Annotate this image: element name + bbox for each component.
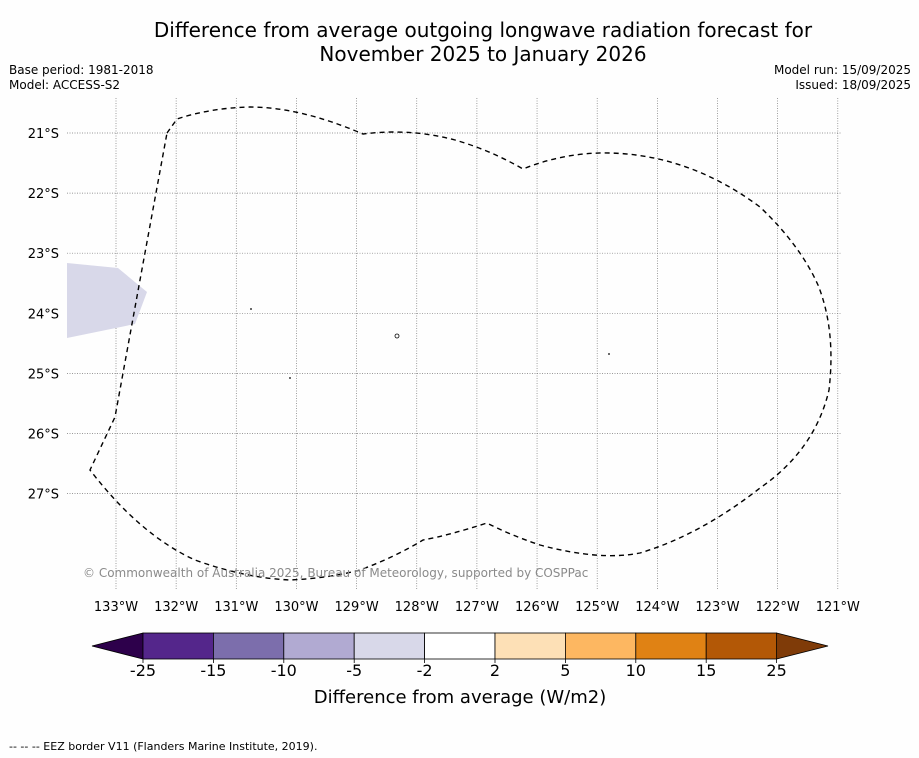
colorbar-tick-label: -15 [200, 661, 226, 680]
longitude-label: 131°W [214, 600, 258, 615]
island-marker [250, 308, 252, 310]
map-title: Difference from average outgoing longwav… [0, 18, 919, 66]
longitude-labels: 133°W 132°W 131°W 130°W 129°W 128°W 127°W 126°W… [94, 600, 860, 615]
colorbar-bin [635, 632, 707, 660]
island-marker [289, 377, 291, 379]
latitude-label: 24°S [28, 307, 59, 322]
longitude-label: 126°W [515, 600, 559, 615]
colorbar-tick-label: -5 [346, 661, 362, 680]
longitude-label: 133°W [94, 600, 138, 615]
colorbar-bin [283, 632, 355, 660]
graticule [67, 98, 842, 590]
latitude-label: 25°S [28, 367, 59, 382]
latitude-label: 23°S [28, 247, 59, 262]
model-run-label: Model run: 15/09/2025 [773, 63, 911, 77]
latitude-label: 27°S [28, 488, 59, 503]
latitude-label: 22°S [28, 187, 59, 202]
colorbar-bin [494, 632, 566, 660]
colorbar-under-arrow [91, 632, 144, 660]
meta-right: Model run: 15/09/2025 Issued: 18/09/2025 [774, 63, 911, 93]
eez-border [89, 106, 832, 581]
colorbar-tick-label: 25 [766, 661, 786, 680]
colorbar-bin [565, 632, 637, 660]
longitude-label: 128°W [395, 600, 439, 615]
longitude-label: 130°W [274, 600, 318, 615]
colorbar: -25 -15 -10 -5 -2 2 5 10 15 25 [91, 632, 829, 680]
colorbar-tick-label: 10 [626, 661, 646, 680]
colorbar-bin [142, 632, 214, 660]
anomaly-region [67, 263, 147, 338]
island-marker [608, 353, 610, 355]
latitude-label: 21°S [28, 127, 59, 142]
copyright-notice: © Commonwealth of Australia 2025, Bureau… [83, 566, 588, 580]
longitude-label: 123°W [695, 600, 739, 615]
island-marker [394, 333, 400, 339]
colorbar-bin [424, 632, 496, 660]
longitude-label: 121°W [816, 600, 860, 615]
longitude-label: 124°W [635, 600, 679, 615]
longitude-label: 129°W [335, 600, 379, 615]
colorbar-tick-label: 15 [696, 661, 716, 680]
issued-label: Issued: 18/09/2025 [795, 78, 911, 92]
colorbar-bin [705, 632, 778, 660]
latitude-labels: 21°S 22°S 23°S 24°S 25°S 26°S 27°S [28, 127, 59, 503]
longitude-label: 127°W [455, 600, 499, 615]
colorbar-tick-label: 2 [490, 661, 500, 680]
colorbar-tick-label: -10 [271, 661, 297, 680]
meta-left: Base period: 1981-2018 Model: ACCESS-S2 [9, 63, 154, 93]
model-label: Model: ACCESS-S2 [9, 78, 121, 92]
colorbar-over-arrow [776, 632, 829, 660]
colorbar-label: Difference from average (W/m2) [314, 687, 606, 708]
eez-legend-note: -- -- -- EEZ border V11 (Flanders Marine… [9, 740, 318, 753]
colorbar-tick-label: -25 [130, 661, 156, 680]
longitude-label: 132°W [154, 600, 198, 615]
island-markers [250, 308, 610, 379]
longitude-label: 122°W [756, 600, 800, 615]
colorbar-tick-label: 5 [560, 661, 570, 680]
colorbar-tick-label: -2 [417, 661, 433, 680]
longitude-label: 125°W [575, 600, 619, 615]
colorbar-bin [353, 632, 426, 660]
title-line-2: November 2025 to January 2026 [319, 42, 647, 66]
latitude-label: 26°S [28, 428, 59, 443]
colorbar-bin [212, 632, 285, 660]
base-period-label: Base period: 1981-2018 [9, 63, 154, 77]
title-line-1: Difference from average outgoing longwav… [153, 18, 813, 42]
